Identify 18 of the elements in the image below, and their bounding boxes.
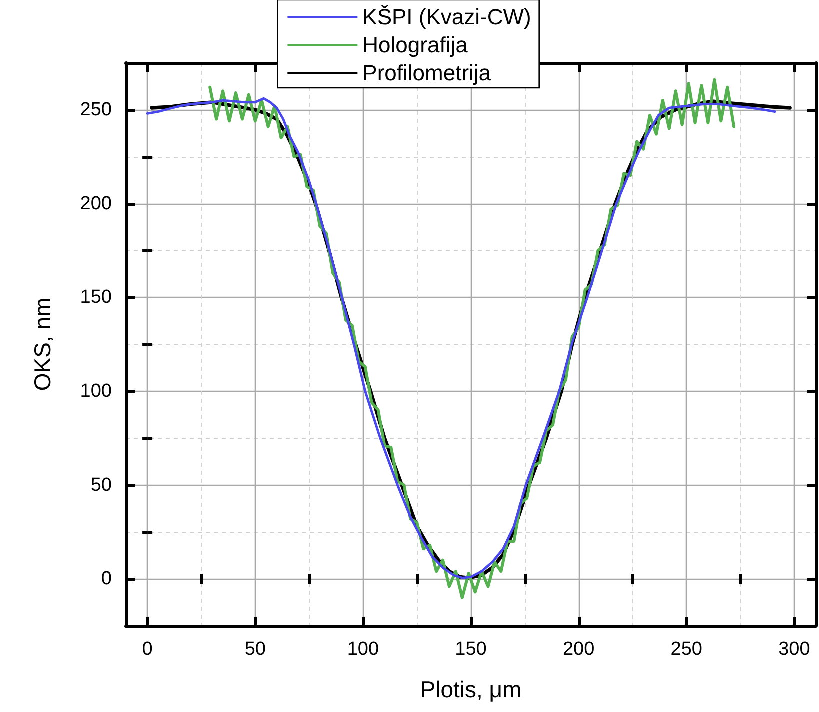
y-tick-label: 200 (80, 193, 112, 214)
x-tick-label: 100 (347, 639, 380, 660)
x-tick-label: 0 (142, 639, 153, 660)
x-tick-label: 300 (778, 639, 810, 660)
y-axis-title: OKS, nm (30, 298, 56, 392)
y-tick-label: 150 (80, 287, 112, 308)
x-axis-title: Plotis, μm (420, 676, 522, 702)
y-tick-label: 100 (80, 380, 112, 402)
x-tick-label: 250 (670, 639, 702, 660)
legend-label: KŠPI (Kvazi-CW) (362, 4, 532, 30)
x-tick-label: 150 (455, 639, 487, 660)
x-tick-label: 200 (562, 639, 595, 660)
y-tick-label: 50 (90, 474, 112, 496)
y-tick-label: 0 (101, 568, 112, 590)
legend-label: Profilometrija (362, 60, 492, 86)
x-tick-label: 50 (244, 639, 266, 660)
y-tick-label: 250 (80, 99, 112, 120)
legend-label: Holografija (362, 32, 469, 58)
